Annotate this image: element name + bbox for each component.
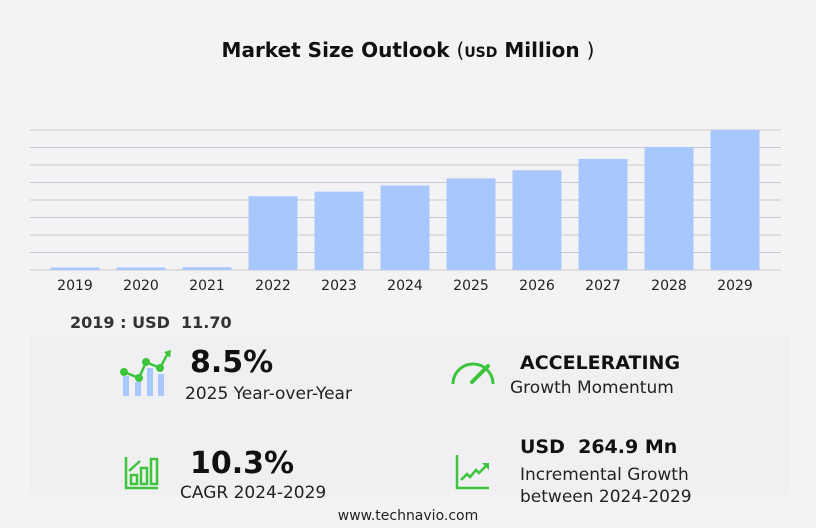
momentum-value: ACCELERATING xyxy=(520,352,681,374)
bar-2029 xyxy=(710,130,760,270)
x-tick-label: 2024 xyxy=(387,278,423,294)
x-tick-label: 2019 xyxy=(57,278,93,294)
bar-2028 xyxy=(644,147,694,270)
title-million: Million xyxy=(504,38,580,62)
x-tick-label: 2021 xyxy=(189,278,225,294)
bar-chart: 2019 2020 2021 2022 2023 2024 2025 2026 2027 2028… xyxy=(30,129,781,294)
incremental-label-2: between 2024-2029 xyxy=(520,487,692,507)
cagr-value: 10.3% xyxy=(190,446,295,481)
incremental-label-1: Incremental Growth xyxy=(520,465,689,485)
cagr-label: CAGR 2024-2029 xyxy=(180,483,327,503)
x-tick-label: 2028 xyxy=(651,278,687,294)
x-tick-label: 2020 xyxy=(123,278,159,294)
bar-2020 xyxy=(116,267,166,270)
bar-2025 xyxy=(446,178,496,270)
bar-2023 xyxy=(314,191,364,270)
x-tick-label: 2029 xyxy=(717,278,753,294)
yoy-value: 8.5% xyxy=(190,345,274,380)
momentum-label: Growth Momentum xyxy=(510,378,674,398)
x-tick-label: 2023 xyxy=(321,278,357,294)
paren: ) xyxy=(586,38,595,62)
x-tick-label: 2025 xyxy=(453,278,489,294)
bar-2022 xyxy=(248,196,298,270)
growth-chart-icon xyxy=(120,350,171,396)
chart-title: Market Size Outlook (USD Million ) xyxy=(0,38,816,62)
bar-2024 xyxy=(380,185,430,270)
yoy-label: 2025 Year-over-Year xyxy=(185,384,352,404)
incremental-value: USD 264.9 Mn xyxy=(520,436,678,458)
x-tick-label: 2026 xyxy=(519,278,555,294)
start-value: 2019 : USD 11.70 xyxy=(70,313,232,332)
speedometer-icon xyxy=(451,362,495,385)
x-tick-label: 2027 xyxy=(585,278,621,294)
bar-2026 xyxy=(512,170,562,270)
title-text: Market Size Outlook xyxy=(221,38,450,62)
bar-2027 xyxy=(578,158,628,270)
bar-2021 xyxy=(182,267,232,270)
cagr-bars-icon xyxy=(124,457,159,490)
paren: ( xyxy=(456,38,465,62)
title-unit: USD xyxy=(464,45,498,61)
bar-2019 xyxy=(50,267,100,270)
x-tick-label: 2022 xyxy=(255,278,291,294)
footer-url: www.technavio.com xyxy=(337,508,479,524)
incremental-growth-icon xyxy=(455,455,489,490)
